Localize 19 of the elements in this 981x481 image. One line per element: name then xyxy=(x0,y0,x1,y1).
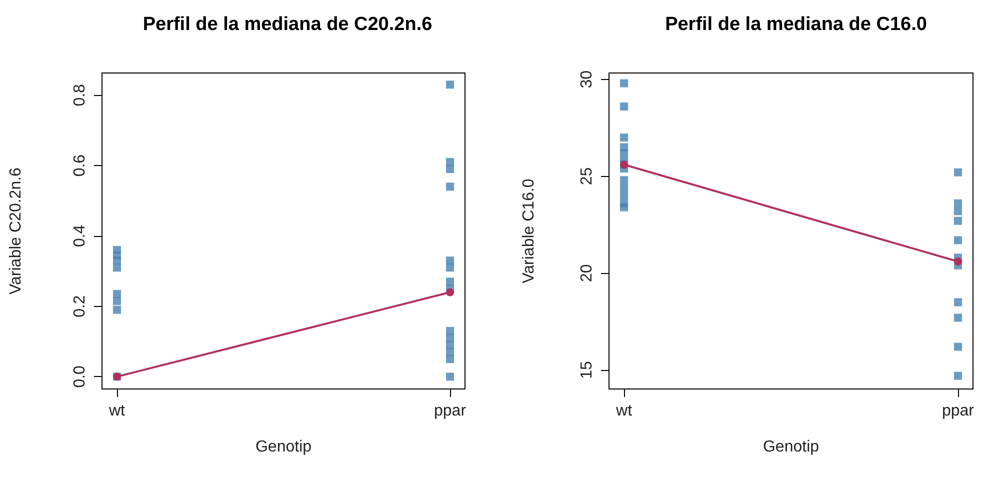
y-tick-label: 15 xyxy=(578,361,596,379)
y-axis-title: Variable C20.2n.6 xyxy=(8,167,24,294)
y-tick-label: 20 xyxy=(578,264,596,282)
y-tick-label: 30 xyxy=(578,70,596,88)
x-tick-label: wt xyxy=(108,402,126,420)
chart-title: Perfil de la mediana de C20.2n.6 xyxy=(142,14,432,35)
y-tick-label: 0.0 xyxy=(72,365,88,388)
y-tick-label: 0.8 xyxy=(72,84,88,106)
y-axis-title: Variable C16.0 xyxy=(520,178,538,284)
x-tick-label: ppar xyxy=(434,402,467,420)
x-tick-label: wt xyxy=(615,402,633,420)
x-axis-title: Genotip xyxy=(762,438,820,456)
chart-title: Perfil de la mediana de C16.0 xyxy=(665,14,927,35)
y-tick-label: 25 xyxy=(578,167,596,186)
y-tick-label: 0.6 xyxy=(72,154,88,177)
y-tick-label: 0.2 xyxy=(72,295,88,318)
x-axis-title: Genotip xyxy=(255,438,312,456)
y-tick-label: 0.4 xyxy=(72,224,88,248)
x-tick-label: ppar xyxy=(942,402,975,420)
